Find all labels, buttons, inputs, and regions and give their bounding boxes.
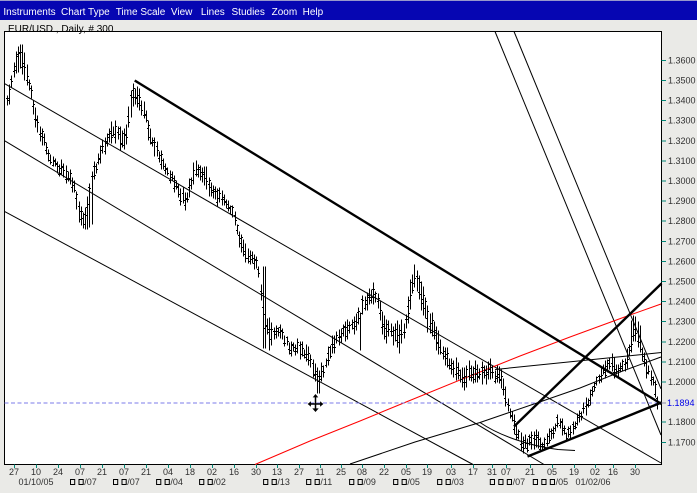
svg-text:1.3300: 1.3300 <box>668 116 696 126</box>
svg-text:1.3000: 1.3000 <box>668 176 696 186</box>
svg-text:/07: /07 <box>84 477 97 487</box>
svg-text:1.1894: 1.1894 <box>667 398 695 408</box>
svg-text:/07: /07 <box>127 477 140 487</box>
svg-text:04: 04 <box>163 467 173 477</box>
svg-text:1.2800: 1.2800 <box>668 216 696 226</box>
svg-text:1.1800: 1.1800 <box>668 417 696 427</box>
svg-text:13: 13 <box>272 467 282 477</box>
svg-text:1.2400: 1.2400 <box>668 297 696 307</box>
svg-text:03: 03 <box>446 467 456 477</box>
svg-text:1.2600: 1.2600 <box>668 256 696 266</box>
svg-text:1.1700: 1.1700 <box>668 437 696 447</box>
svg-text:/13: /13 <box>277 477 290 487</box>
svg-text:05: 05 <box>401 467 411 477</box>
svg-text:24: 24 <box>53 467 63 477</box>
svg-text:30: 30 <box>630 467 640 477</box>
svg-text:1.2300: 1.2300 <box>668 317 696 327</box>
svg-text:/05: /05 <box>407 477 420 487</box>
svg-text:16: 16 <box>608 467 618 477</box>
svg-text:31: 31 <box>487 467 497 477</box>
svg-text:16: 16 <box>229 467 239 477</box>
svg-text:07: 07 <box>119 467 129 477</box>
svg-text:1.2200: 1.2200 <box>668 337 696 347</box>
svg-text:19: 19 <box>569 467 579 477</box>
svg-text:07: 07 <box>75 467 85 477</box>
svg-text:18: 18 <box>185 467 195 477</box>
svg-text:1.2100: 1.2100 <box>668 357 696 367</box>
svg-text:/09: /09 <box>363 477 376 487</box>
svg-text:05: 05 <box>547 467 557 477</box>
svg-text:02: 02 <box>207 467 217 477</box>
svg-text:/07: /07 <box>513 477 526 487</box>
svg-text:/11: /11 <box>320 477 332 487</box>
svg-text:11: 11 <box>315 467 324 477</box>
svg-text:21: 21 <box>141 467 151 477</box>
svg-text:22: 22 <box>379 467 389 477</box>
svg-text:17: 17 <box>468 467 478 477</box>
svg-text:07: 07 <box>501 467 511 477</box>
svg-text:01/10/05: 01/10/05 <box>18 477 53 487</box>
svg-text:/05: /05 <box>556 477 569 487</box>
svg-text:/02: /02 <box>213 477 226 487</box>
svg-text:21: 21 <box>97 467 107 477</box>
svg-text:1.3600: 1.3600 <box>668 55 696 65</box>
svg-text:1.2000: 1.2000 <box>668 377 696 387</box>
svg-text:1.3200: 1.3200 <box>668 136 696 146</box>
svg-text:1.3100: 1.3100 <box>668 156 696 166</box>
svg-text:01/02/06: 01/02/06 <box>575 477 610 487</box>
svg-text:08: 08 <box>357 467 367 477</box>
svg-text:19: 19 <box>422 467 432 477</box>
svg-text:30: 30 <box>251 467 261 477</box>
svg-text:1.3500: 1.3500 <box>668 76 696 86</box>
svg-text:1.2700: 1.2700 <box>668 236 696 246</box>
svg-text:27: 27 <box>9 467 19 477</box>
svg-text:10: 10 <box>31 467 41 477</box>
svg-text:02: 02 <box>590 467 600 477</box>
svg-text:1.2900: 1.2900 <box>668 196 696 206</box>
svg-text:21: 21 <box>525 467 535 477</box>
svg-text:/04: /04 <box>170 477 183 487</box>
svg-text:27: 27 <box>294 467 304 477</box>
svg-text:1.3400: 1.3400 <box>668 96 696 106</box>
svg-text:/03: /03 <box>451 477 464 487</box>
svg-text:1.2500: 1.2500 <box>668 277 696 287</box>
svg-text:25: 25 <box>336 467 346 477</box>
